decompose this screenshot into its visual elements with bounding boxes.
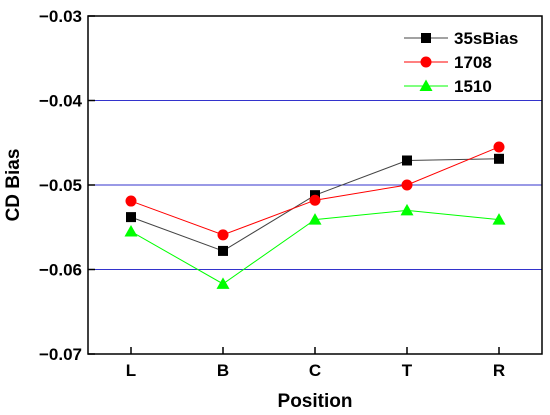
data-point: [401, 179, 413, 191]
y-tick-label: −0.03: [39, 7, 82, 26]
data-point: [216, 277, 230, 289]
legend-label: 1510: [454, 77, 492, 96]
y-axis: −0.07 −0.06 −0.05 −0.04 −0.03: [39, 7, 95, 364]
y-tick-label: −0.07: [39, 345, 82, 364]
legend-marker: [419, 79, 433, 91]
data-point: [217, 229, 229, 241]
legend-item: 35sBias: [404, 29, 518, 48]
legend-marker: [421, 33, 431, 43]
legend: 35sBias 1708 1510: [404, 29, 518, 96]
grid-lines: [88, 100, 542, 270]
data-point: [308, 213, 322, 225]
x-tick-label: T: [402, 361, 413, 380]
y-tick-label: −0.04: [39, 92, 83, 111]
series-1510: [124, 203, 506, 289]
x-tick-label: B: [217, 361, 229, 380]
legend-label: 35sBias: [454, 29, 518, 48]
data-point: [126, 212, 136, 223]
x-tick-label: C: [309, 361, 321, 380]
legend-label: 1708: [454, 53, 492, 72]
x-axis-label: Position: [278, 391, 353, 412]
data-point: [402, 155, 412, 166]
data-point: [125, 195, 137, 207]
legend-item: 1708: [404, 53, 492, 72]
data-point: [492, 213, 506, 225]
series-1708: [125, 141, 505, 241]
data-point: [493, 141, 505, 153]
data-point: [309, 194, 321, 206]
legend-item: 1510: [404, 77, 492, 96]
series-layer: [124, 141, 506, 289]
legend-marker: [420, 56, 432, 68]
y-axis-label: CD Bias: [3, 149, 24, 222]
y-tick-label: −0.06: [39, 261, 82, 280]
x-tick-label: L: [126, 361, 136, 380]
x-tick-label: R: [493, 361, 505, 380]
data-point: [218, 245, 228, 256]
y-tick-label: −0.05: [39, 176, 82, 195]
data-point: [124, 224, 138, 237]
data-point: [494, 153, 504, 164]
data-point: [400, 203, 414, 216]
